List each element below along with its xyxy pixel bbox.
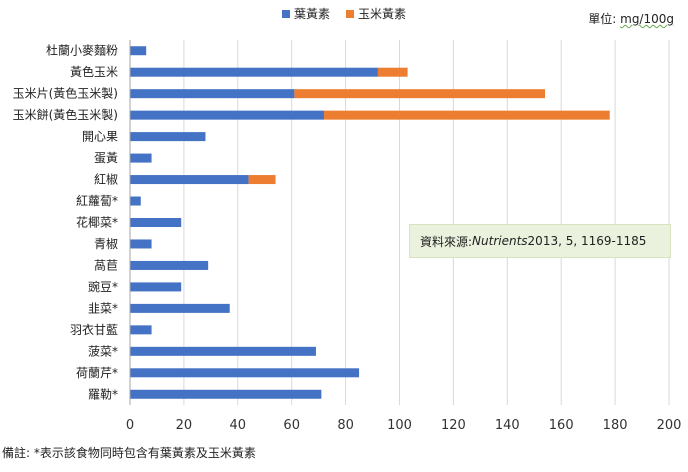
category-label: 玉米片(黃色玉米製) <box>13 87 118 101</box>
category-label: 蛋黃 <box>94 151 118 165</box>
bar-lutein <box>130 175 249 185</box>
bar-zeaxanthin <box>294 89 546 99</box>
source-label: 資料來源: <box>420 234 473 249</box>
gridlines <box>183 40 670 405</box>
bar-lutein <box>130 389 322 399</box>
bar-lutein <box>130 325 152 335</box>
category-label: 玉米餅(黃色玉米製) <box>13 107 118 122</box>
legend-label-lutein: 葉黃素 <box>294 7 331 21</box>
bar-lutein <box>130 303 230 313</box>
x-tick-label: 60 <box>283 418 300 433</box>
legend: 葉黃素 玉米黃素 <box>282 5 406 22</box>
category-label: 紅蘿蔔* <box>76 194 118 208</box>
bar-lutein <box>130 110 325 120</box>
category-label: 萵苣 <box>94 258 118 272</box>
legend-swatch-zeaxanthin <box>346 9 355 18</box>
bar-zeaxanthin <box>324 110 610 120</box>
legend-swatch-lutein <box>282 9 290 18</box>
x-tick-label: 0 <box>126 418 134 433</box>
category-label: 青椒 <box>94 237 118 251</box>
bar-lutein <box>130 46 147 56</box>
x-tick-label: 160 <box>549 418 574 433</box>
bar-lutein <box>130 282 182 292</box>
legend-item-zeaxanthin: 玉米黃素 <box>346 5 406 22</box>
bar-lutein <box>130 239 152 249</box>
x-tick-label: 20 <box>176 418 193 433</box>
bar-lutein <box>130 260 209 270</box>
source-journal: Nutrients <box>472 234 528 248</box>
category-label: 羅勒* <box>88 387 118 401</box>
bar-lutein <box>130 218 182 227</box>
category-label: 紅椒 <box>94 173 118 187</box>
x-tick-label: 40 <box>230 418 247 433</box>
bar-zeaxanthin <box>377 67 408 77</box>
bar-lutein <box>130 132 206 142</box>
category-label: 豌豆* <box>88 279 118 294</box>
bar-lutein <box>130 346 316 356</box>
category-label: 開心果 <box>82 130 118 144</box>
source-citation: 2013, 5, 1169-1185 <box>527 234 647 248</box>
category-label: 羽衣甘藍 <box>70 322 118 337</box>
x-tick-label: 120 <box>441 418 466 433</box>
bar-lutein <box>130 196 141 206</box>
legend-item-lutein: 葉黃素 <box>282 5 330 22</box>
category-label: 黃色玉米 <box>70 65 118 79</box>
legend-label-zeaxanthin: 玉米黃素 <box>358 7 407 21</box>
bar-lutein <box>130 153 152 163</box>
bars <box>130 46 610 399</box>
source-annotation: 資料來源: Nutrients 2013, 5, 1169-1185 <box>409 224 671 258</box>
x-tick-labels: 0 20 40 60 80 100 120 140 160 180 200 <box>126 418 682 433</box>
bar-lutein <box>130 67 378 77</box>
bar-zeaxanthin <box>248 175 276 185</box>
x-tick-label: 140 <box>495 418 520 433</box>
x-tick-label: 180 <box>603 418 628 433</box>
category-label: 杜蘭小麥麵粉 <box>46 43 118 58</box>
category-label: 韭菜* <box>88 301 118 315</box>
x-tick-label: 100 <box>387 418 412 433</box>
category-label: 花椰菜* <box>76 215 118 230</box>
footnote: 備註: *表示該食物同時包含有葉黃素及玉米黃素 <box>2 446 256 460</box>
category-label: 荷蘭芹* <box>76 366 118 380</box>
x-tick-label: 200 <box>657 418 682 433</box>
x-tick-label: 80 <box>337 418 354 433</box>
category-label: 菠菜* <box>88 344 118 358</box>
unit-prefix: 單位: <box>588 12 621 26</box>
bar-lutein <box>130 368 360 378</box>
bar-lutein <box>130 89 295 99</box>
unit-label: 單位: mg/100g <box>588 10 674 27</box>
unit-value: mg/100g <box>620 12 674 26</box>
